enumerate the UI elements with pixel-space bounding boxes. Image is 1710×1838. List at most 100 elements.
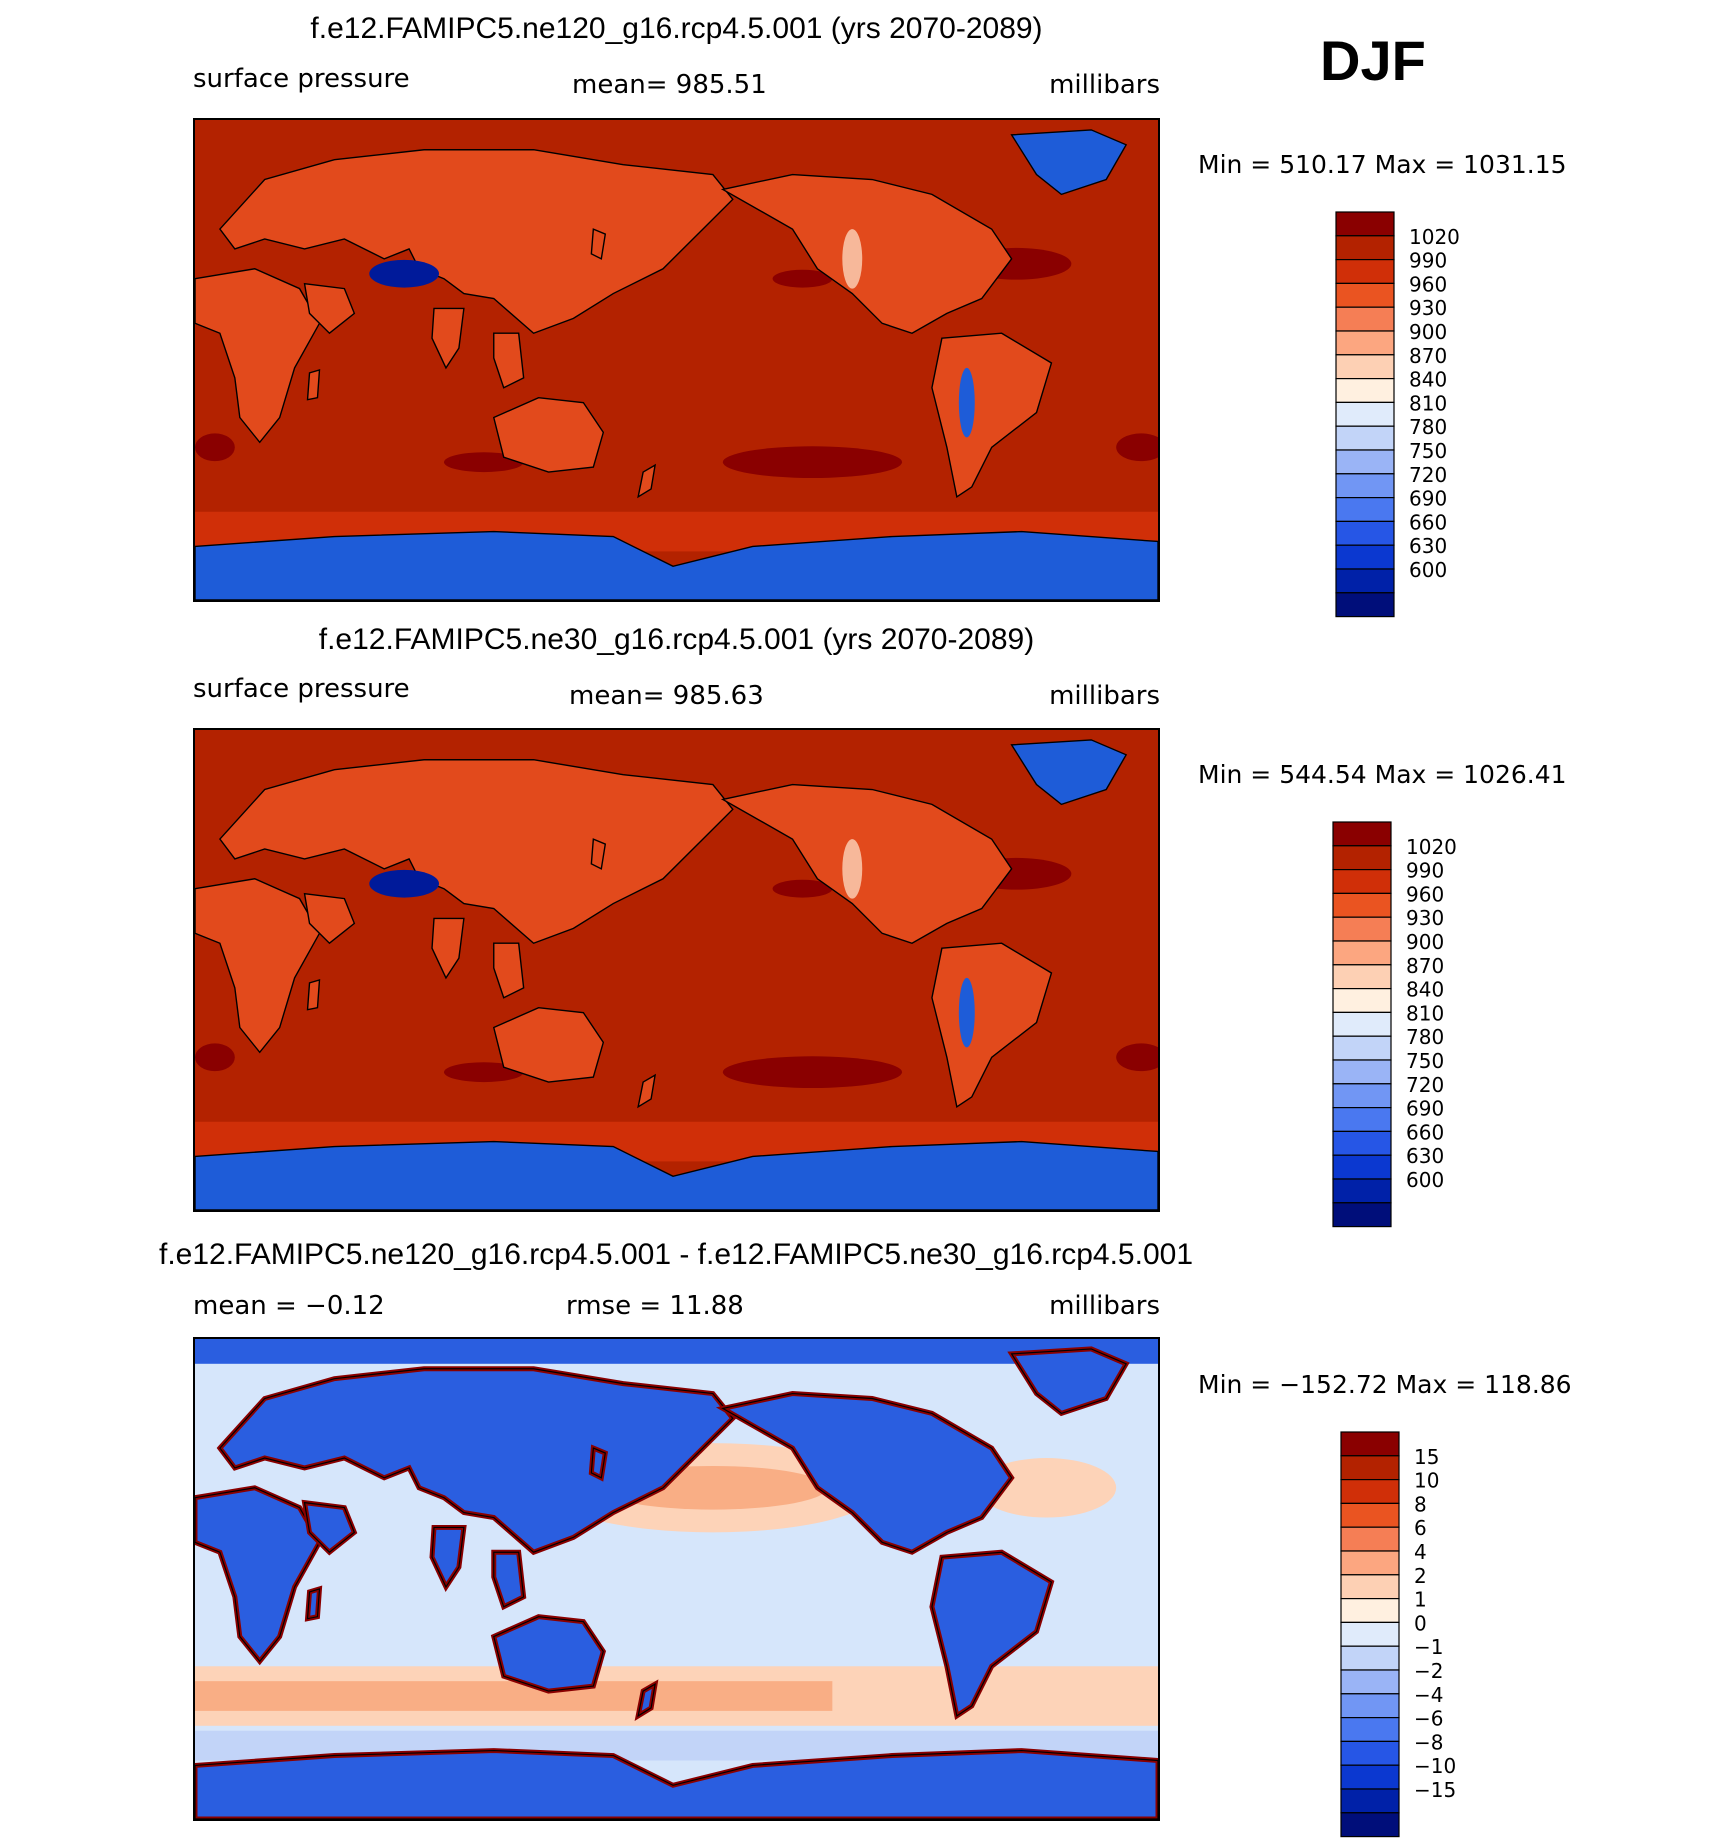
colorbar-tick-label: 630 xyxy=(1409,534,1447,558)
arctic-band xyxy=(195,1339,1158,1364)
rockies-low xyxy=(842,229,863,289)
panel-3-map xyxy=(193,1337,1160,1821)
colorbar-tick-label: 900 xyxy=(1406,930,1444,954)
coast-madagascar xyxy=(306,1588,321,1620)
land-india xyxy=(431,917,465,980)
land-japan xyxy=(590,228,607,260)
colorbar-box xyxy=(1340,1574,1400,1600)
colorbar-tick-label: 600 xyxy=(1409,558,1447,582)
colorbar-tick-label: 750 xyxy=(1406,1049,1444,1073)
colorbar-box xyxy=(1335,473,1395,499)
colorbar-box xyxy=(1332,1202,1392,1228)
panel-1-minmax: Min = 510.17 Max = 1031.15 xyxy=(1198,150,1567,179)
high-pressure-cell-4 xyxy=(722,446,903,479)
colorbar-tick-label: 690 xyxy=(1409,487,1447,511)
colorbar-box xyxy=(1332,821,1392,847)
colorbar-box xyxy=(1335,258,1395,284)
colorbar-tick-label: −1 xyxy=(1414,1635,1443,1659)
colorbar-tick-label: 630 xyxy=(1406,1144,1444,1168)
colorbar-box xyxy=(1340,1431,1400,1457)
coast-japan xyxy=(590,1447,606,1479)
colorbar-tick-label: 780 xyxy=(1406,1025,1444,1049)
colorbar-box xyxy=(1340,1788,1400,1814)
colorbar-box xyxy=(1340,1550,1400,1576)
colorbar-tick-label: 10 xyxy=(1414,1469,1439,1493)
colorbar-tick-label: 600 xyxy=(1406,1168,1444,1192)
panel-3-mean: mean = −0.12 xyxy=(193,1291,385,1321)
land-namerica xyxy=(720,783,1013,944)
coast-arabia xyxy=(303,1501,356,1554)
coast-nz xyxy=(637,1682,656,1718)
panel-1-map xyxy=(193,118,1160,602)
panel-2-mean: mean= 985.63 xyxy=(569,681,764,711)
colorbar-tick-label: 870 xyxy=(1409,344,1447,368)
colorbar-tick-label: 0 xyxy=(1414,1611,1427,1635)
panel-2-title: f.e12.FAMIPC5.ne30_g16.rcp4.5.001 (yrs 2… xyxy=(318,623,1035,656)
southern-ocean-anomaly-core xyxy=(195,1681,833,1711)
colorbar-box xyxy=(1335,449,1395,475)
panel-3-colorbar: 15 10 8 6 4 2 1 0 −1 −2 −4 −6 −8 −10 −15 xyxy=(1340,1431,1500,1838)
colorbar-box xyxy=(1335,568,1395,594)
colorbar-box xyxy=(1340,1693,1400,1719)
colorbar-box xyxy=(1335,425,1395,451)
colorbar-tick-label: −10 xyxy=(1414,1754,1456,1778)
panel-2-units: millibars xyxy=(1049,681,1160,711)
season-label: DJF xyxy=(1320,29,1426,92)
andes-low xyxy=(958,977,975,1048)
coast-india xyxy=(431,1526,465,1589)
land-eurasia xyxy=(218,759,734,945)
colorbar-box xyxy=(1340,1455,1400,1481)
colorbar-tick-label: 660 xyxy=(1406,1120,1444,1144)
colorbar-svg-1: 1020990960930900870840810780750720690660… xyxy=(1335,211,1460,618)
map-svg-1 xyxy=(195,120,1158,600)
land-seasia xyxy=(493,942,525,999)
colorbar-box xyxy=(1335,354,1395,380)
colorbar-box xyxy=(1340,1478,1400,1504)
colorbar-svg-2: 1020990960930900870840810780750720690660… xyxy=(1332,821,1457,1228)
panel-1-title: f.e12.FAMIPC5.ne120_g16.rcp4.5.001 (yrs … xyxy=(310,12,1043,45)
colorbar-tick-label: 8 xyxy=(1414,1492,1427,1516)
colorbar-box xyxy=(1332,845,1392,871)
colorbar-tick-label: 870 xyxy=(1406,954,1444,978)
land-nz xyxy=(637,463,657,499)
colorbar-box xyxy=(1340,1740,1400,1766)
colorbar-box xyxy=(1332,868,1392,894)
colorbar-box xyxy=(1332,892,1392,918)
rockies-low xyxy=(842,839,863,899)
panel-2-variable: surface pressure xyxy=(193,674,410,704)
land-nz xyxy=(637,1073,657,1109)
colorbar-tick-label: 930 xyxy=(1409,296,1447,320)
coast-australia xyxy=(493,1616,604,1692)
colorbar-box xyxy=(1332,916,1392,942)
colorbar-tick-label: 990 xyxy=(1409,249,1447,273)
colorbar-box xyxy=(1332,1178,1392,1204)
colorbar-box xyxy=(1332,1059,1392,1085)
colorbar-box xyxy=(1332,1107,1392,1133)
land-arabia xyxy=(303,892,356,945)
tibet-plateau-low xyxy=(369,869,439,898)
colorbar-tick-label: 960 xyxy=(1406,882,1444,906)
colorbar-box xyxy=(1340,1717,1400,1743)
colorbar-tick-label: −6 xyxy=(1414,1707,1443,1731)
colorbar-box xyxy=(1332,1011,1392,1037)
land-antarctica xyxy=(195,530,1158,600)
panel-3-units: millibars xyxy=(1049,1291,1160,1321)
colorbar-box xyxy=(1335,211,1395,237)
land-greenland xyxy=(1010,129,1128,196)
high-pressure-cell-4 xyxy=(722,1056,903,1089)
colorbar-box xyxy=(1340,1526,1400,1552)
colorbar-box xyxy=(1335,544,1395,570)
land-greenland xyxy=(1010,739,1128,806)
colorbar-box xyxy=(1335,306,1395,332)
panel-2-colorbar: 1020 990 960 930 900 870 840 810 780 750 720 690 660… xyxy=(1332,821,1492,1228)
panel-1-units: millibars xyxy=(1049,70,1160,100)
land-africa xyxy=(195,268,321,444)
colorbar-tick-label: −2 xyxy=(1414,1659,1443,1683)
panel-3-rmse: rmse = 11.88 xyxy=(566,1291,744,1321)
colorbar-box xyxy=(1340,1764,1400,1790)
land-antarctica xyxy=(195,1140,1158,1210)
panel-3-title: f.e12.FAMIPC5.ne120_g16.rcp4.5.001 - f.e… xyxy=(158,1238,1194,1271)
land-madagascar xyxy=(306,978,321,1011)
colorbar-box xyxy=(1335,282,1395,308)
